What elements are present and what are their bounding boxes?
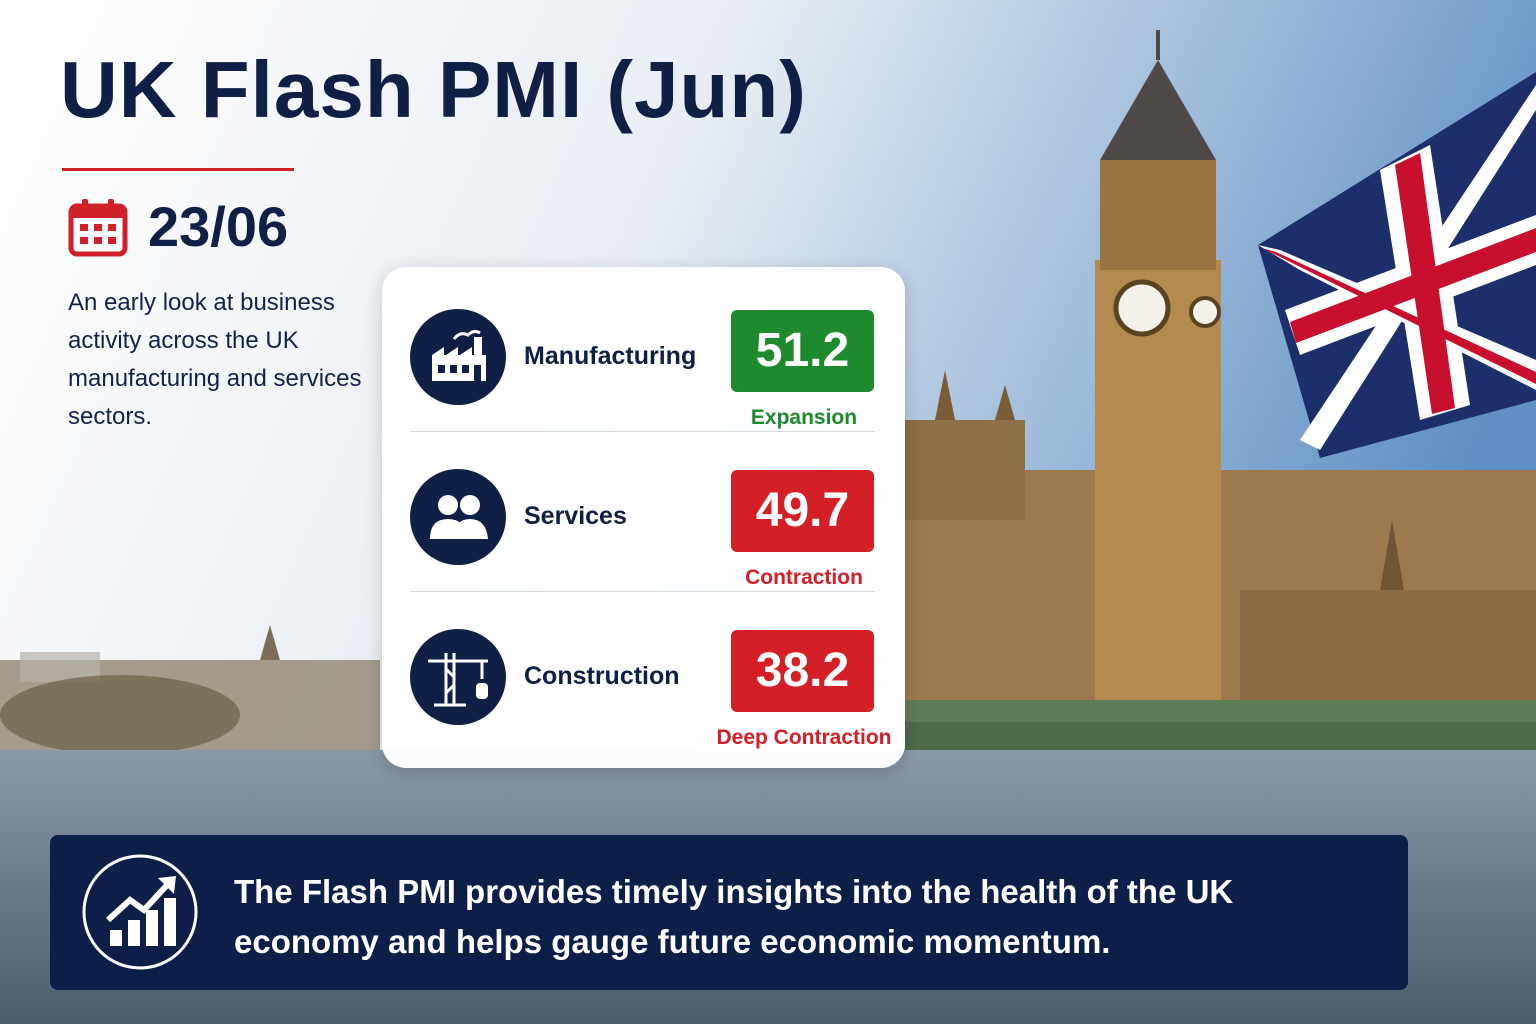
title-rule	[62, 168, 294, 171]
title: UK Flash PMI (Jun)	[60, 45, 807, 134]
indicator-icon	[410, 469, 506, 565]
growth-icon	[82, 854, 198, 970]
indicator-status: Expansion	[750, 406, 858, 429]
calendar-icon	[68, 199, 128, 257]
indicator-value: 49.7	[731, 470, 874, 552]
indicator-label: Services	[524, 502, 627, 530]
footer-text: The Flash PMI provides timely insights i…	[234, 873, 1234, 960]
indicator-row: Services 49.7 Contraction	[382, 432, 905, 592]
indicator-row: Manufacturing 51.2 Expansion	[382, 272, 905, 432]
date: 23/06	[148, 195, 289, 258]
indicator-status: Deep Contraction	[716, 726, 892, 749]
indicator-value: 38.2	[731, 630, 874, 712]
indicator-card: Manufacturing 51.2 Expansion Services 49.7 Co…	[382, 267, 905, 768]
description: An early look at business activity acros…	[68, 289, 362, 430]
row-separator	[410, 431, 875, 432]
row-separator	[410, 591, 875, 592]
indicator-value: 51.2	[731, 310, 874, 392]
indicator-label: Manufacturing	[524, 342, 697, 370]
indicator-icon	[410, 309, 506, 405]
indicator-status: Contraction	[745, 566, 863, 589]
indicator-label: Construction	[524, 662, 680, 690]
footer-banner: The Flash PMI provides timely insights i…	[50, 835, 1408, 990]
indicator-icon	[410, 629, 506, 725]
indicator-row: Construction 38.2 Deep Contraction	[382, 592, 905, 752]
